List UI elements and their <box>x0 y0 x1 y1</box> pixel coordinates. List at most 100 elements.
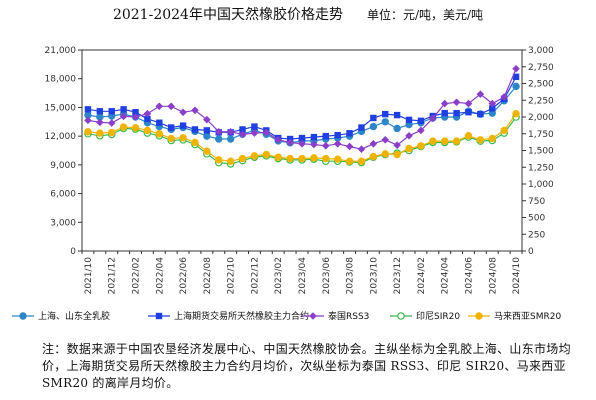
series-5-point <box>96 129 104 137</box>
series-3-point <box>107 119 116 127</box>
x-tick-label: 2024/04 <box>441 257 451 295</box>
chart-title-text: 2021-2024年中国天然橡胶价格走势 <box>112 7 343 23</box>
y-left-tick-label: 9,000 <box>50 161 76 171</box>
series-1-point <box>369 122 378 131</box>
series-2-point <box>334 131 341 139</box>
series-3-point <box>179 108 187 117</box>
series-5-point <box>345 157 354 165</box>
legend-item-3: 泰国RSS3 <box>302 310 369 322</box>
y-right-tick-label: 1,250 <box>528 163 554 173</box>
series-5-point <box>179 134 187 142</box>
series-3-point <box>464 99 473 108</box>
series-2-point <box>489 105 496 112</box>
series-2-line <box>87 76 517 140</box>
series-3-point <box>500 93 508 101</box>
series-2-point <box>120 106 127 113</box>
y-left-tick-label: 18,000 <box>45 75 77 85</box>
series-3-point <box>321 142 330 150</box>
series-1-point <box>203 132 211 140</box>
series-2-point <box>322 132 329 140</box>
chart-title: 2021-2024年中国天然橡胶价格走势 单位：元/吨，美元/吨 <box>0 4 596 24</box>
series-3-point <box>417 126 425 135</box>
x-tick-label: 2023/08 <box>346 257 356 295</box>
series-2-point <box>477 110 484 118</box>
y-right-tick-label: 2,500 <box>528 80 554 90</box>
series-1-point <box>393 124 401 133</box>
y-left-tick-label: 6,000 <box>50 190 76 200</box>
series-3-point <box>333 140 342 148</box>
series-5-point <box>429 137 437 145</box>
series-2-point <box>251 123 258 130</box>
series-2-point <box>453 109 460 117</box>
series-5-point <box>369 152 378 161</box>
series-2-point <box>132 109 139 116</box>
x-tick-label: 2022/04 <box>155 257 165 295</box>
legend-item-5: 马来西亚SMR20 <box>468 311 561 322</box>
series-2-point <box>512 73 520 80</box>
series-2-point <box>167 124 175 131</box>
series-1-point <box>215 135 223 143</box>
x-tick-label: 2024/10 <box>512 257 522 295</box>
series-3-point <box>119 112 128 121</box>
legend-item-4: 印尼SIR20 <box>390 310 460 322</box>
legend-marker <box>397 312 405 320</box>
series-5-point <box>500 126 508 135</box>
series-3-point <box>286 138 294 147</box>
series-5-point <box>119 123 128 131</box>
unit-label: 单位：元/吨，美元/吨 <box>366 8 484 22</box>
series-5-point <box>333 155 342 163</box>
y-right-tick-label: 3,000 <box>528 46 554 56</box>
series-5-point <box>393 150 401 159</box>
y-left-tick-label: 12,000 <box>45 132 77 142</box>
x-tick-label: 2023/06 <box>322 257 332 295</box>
y-left-tick-label: 3,000 <box>50 218 76 228</box>
x-tick-label: 2021/12 <box>108 257 118 294</box>
series-2-point <box>239 126 246 133</box>
series-3-point <box>238 130 247 139</box>
series-5-point <box>191 138 199 147</box>
series-5-point <box>131 124 140 132</box>
series-5-point <box>155 130 163 138</box>
series-3-point <box>226 127 235 136</box>
series-2-point <box>191 126 199 133</box>
series-2-point <box>310 133 318 141</box>
series-5-point <box>452 137 461 145</box>
series-5-point <box>417 142 425 150</box>
chart-legend: 上海、山东全乳胶 上海期货交易所天然橡胶主力合约 泰国RSS3 印尼SIR20 马来西亚… <box>12 310 561 322</box>
series-5-point <box>488 134 496 143</box>
series-5-point <box>262 150 271 159</box>
series-3-point <box>357 145 366 153</box>
legend-marker <box>155 312 163 320</box>
series-5-point <box>322 154 330 163</box>
series-5-point <box>250 152 259 160</box>
series-3-point <box>429 114 437 123</box>
series-2-point <box>144 115 151 123</box>
series-3-point <box>405 131 413 140</box>
series-1-point <box>381 118 389 126</box>
legend-item-1: 上海、山东全乳胶 <box>12 310 110 322</box>
series-3-point <box>143 109 152 118</box>
series-5-point <box>441 137 449 145</box>
x-tick-label: 2022/08 <box>203 257 213 295</box>
chart-series <box>84 64 520 168</box>
series-3-point <box>203 115 211 124</box>
chart-axes: 0 3,000 6,000 9,000 12,000 15,000 18,000 21,000… <box>45 46 555 294</box>
x-tick-label: 2022/02 <box>132 257 142 294</box>
series-2-point <box>405 116 413 124</box>
legend-marker <box>19 312 27 320</box>
x-tick-label: 2024/02 <box>417 257 427 294</box>
series-5-point <box>274 153 282 161</box>
series-2-point <box>84 106 92 113</box>
y-right-tick-label: 1,000 <box>528 180 554 190</box>
x-tick-label: 2024/06 <box>464 257 474 295</box>
y-right-tick-label: 2,250 <box>528 96 554 106</box>
y-right-tick-label: 2,000 <box>528 113 554 123</box>
x-tick-label: 2023/04 <box>298 257 308 295</box>
series-5-point <box>357 157 366 165</box>
series-3-point <box>381 135 390 144</box>
legend-label: 印尼SIR20 <box>416 310 460 322</box>
x-tick-label: 2022/06 <box>179 257 189 295</box>
series-3-point <box>191 106 199 115</box>
series-3-point <box>298 140 306 148</box>
